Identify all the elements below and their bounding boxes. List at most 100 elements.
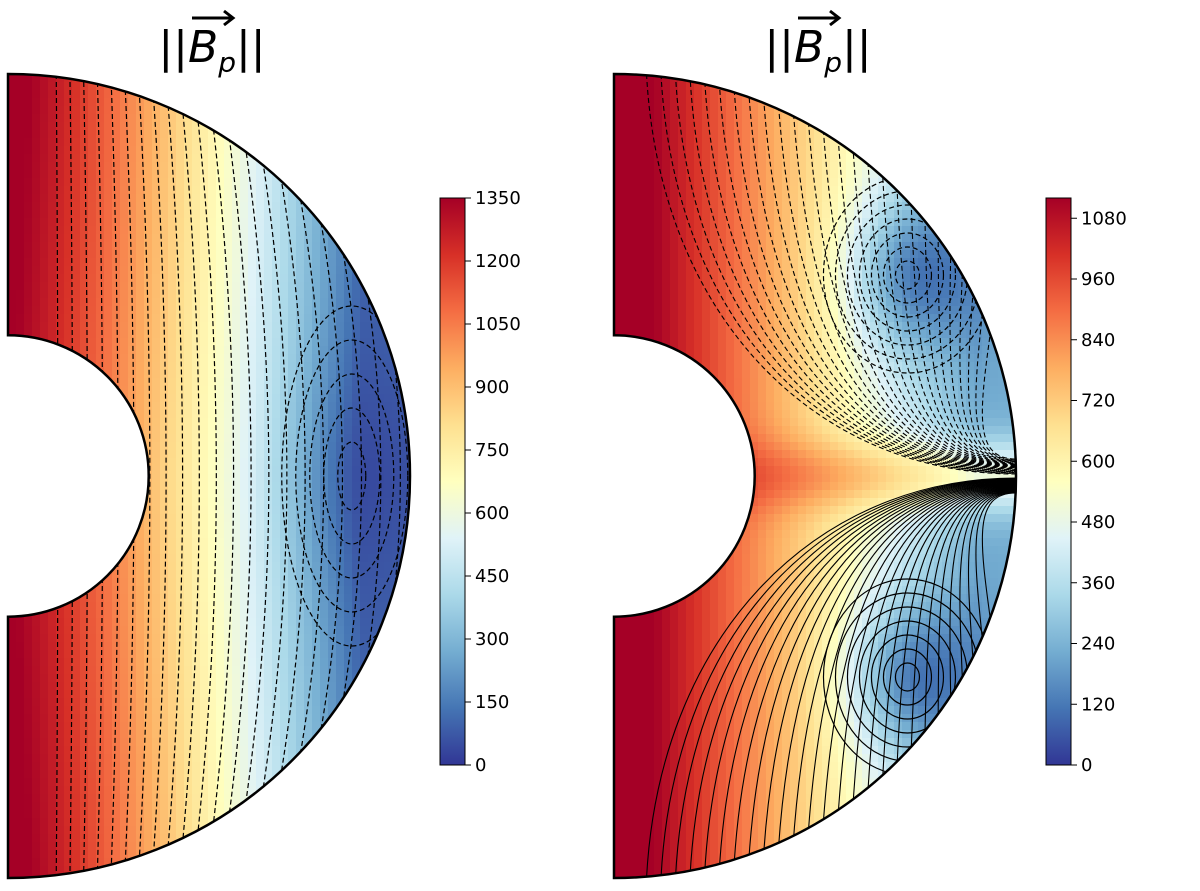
heatmap-cell [272, 826, 281, 835]
heatmap-cell [200, 434, 209, 443]
heatmap-cell [344, 290, 353, 299]
heatmap-cell [352, 146, 361, 155]
heatmap-cell [264, 658, 273, 667]
heatmap-cell [88, 794, 97, 803]
heatmap-cell [168, 130, 177, 139]
heatmap-cell [8, 466, 17, 475]
heatmap-cell [392, 730, 401, 739]
heatmap-cell [256, 802, 265, 811]
heatmap-cell [184, 258, 193, 267]
heatmap-cell [248, 802, 257, 811]
heatmap-cell [96, 850, 105, 859]
heatmap-cell [152, 562, 161, 571]
heatmap-cell [112, 626, 121, 635]
heatmap-cell [176, 242, 185, 251]
heatmap-cell [248, 642, 257, 651]
heatmap-cell [280, 426, 289, 435]
heatmap-cell [280, 418, 289, 427]
heatmap-cell [88, 98, 97, 107]
heatmap-cell [248, 186, 257, 195]
heatmap-cell [304, 602, 313, 611]
heatmap-cell [56, 322, 65, 331]
heatmap-cell [328, 810, 337, 819]
heatmap-cell [64, 570, 73, 579]
heatmap-cell [216, 474, 225, 483]
heatmap-cell [72, 770, 81, 779]
heatmap-cell [104, 506, 113, 515]
heatmap-cell [288, 378, 297, 387]
heatmap-cell [64, 698, 73, 707]
heatmap-cell [168, 394, 177, 403]
heatmap-cell [288, 298, 297, 307]
heatmap-cell [144, 386, 153, 395]
heatmap-cell [392, 474, 401, 483]
heatmap-cell [408, 314, 410, 323]
heatmap-cell [280, 234, 289, 243]
heatmap-cell [128, 794, 137, 803]
heatmap-cell [280, 298, 289, 307]
heatmap-cell [400, 418, 409, 427]
heatmap-cell [96, 690, 105, 699]
heatmap-cell [224, 266, 233, 275]
heatmap-cell [88, 314, 97, 323]
heatmap-cell [40, 802, 49, 811]
heatmap-cell [72, 434, 81, 443]
heatmap-cell [136, 74, 145, 83]
heatmap-cell [208, 506, 217, 515]
heatmap-cell [40, 386, 49, 395]
heatmap-cell [392, 466, 401, 475]
heatmap-cell [104, 642, 113, 651]
heatmap-cell [32, 82, 41, 91]
heatmap-cell [232, 426, 241, 435]
heatmap-cell [152, 434, 161, 443]
heatmap-cell [192, 354, 201, 363]
heatmap-cell [200, 218, 209, 227]
heatmap-cell [120, 850, 129, 859]
heatmap-cell [376, 666, 385, 675]
heatmap-cell [208, 354, 217, 363]
heatmap-cell [64, 306, 73, 315]
heatmap-cell [264, 762, 273, 771]
heatmap-cell [272, 434, 281, 443]
heatmap-cell [16, 122, 25, 131]
heatmap-cell [288, 682, 297, 691]
heatmap-cell [368, 546, 377, 555]
heatmap-cell [120, 114, 129, 123]
heatmap-cell [304, 306, 313, 315]
heatmap-cell [336, 674, 345, 683]
heatmap-cell [272, 818, 281, 827]
heatmap-cell [408, 746, 410, 755]
heatmap-cell [224, 426, 233, 435]
heatmap-cell [392, 130, 401, 139]
heatmap-cell [384, 202, 393, 211]
heatmap-cell [168, 570, 177, 579]
heatmap-cell [184, 514, 193, 523]
heatmap-cell [320, 506, 329, 515]
heatmap-cell [24, 226, 33, 235]
heatmap-cell [256, 722, 265, 731]
heatmap-cell [168, 706, 177, 715]
heatmap-cell [120, 154, 129, 163]
heatmap-cell [400, 770, 409, 779]
heatmap-cell [32, 74, 41, 83]
heatmap-cell [328, 794, 337, 803]
heatmap-cell [240, 594, 249, 603]
heatmap-cell [232, 810, 241, 819]
heatmap-cell [376, 378, 385, 387]
heatmap-cell [128, 234, 137, 243]
heatmap-cell [280, 698, 289, 707]
heatmap-cell [192, 786, 201, 795]
heatmap-cell [200, 802, 209, 811]
heatmap-cell [312, 378, 321, 387]
left-heatmap [8, 74, 410, 878]
heatmap-cell [384, 674, 393, 683]
heatmap-cell [32, 442, 41, 451]
heatmap-cell [304, 482, 313, 491]
heatmap-cell [288, 322, 297, 331]
heatmap-cell [376, 130, 385, 139]
heatmap-cell [272, 842, 281, 851]
heatmap-cell [384, 394, 393, 403]
heatmap-cell [368, 666, 377, 675]
heatmap-cell [88, 746, 97, 755]
heatmap-cell [360, 450, 369, 459]
